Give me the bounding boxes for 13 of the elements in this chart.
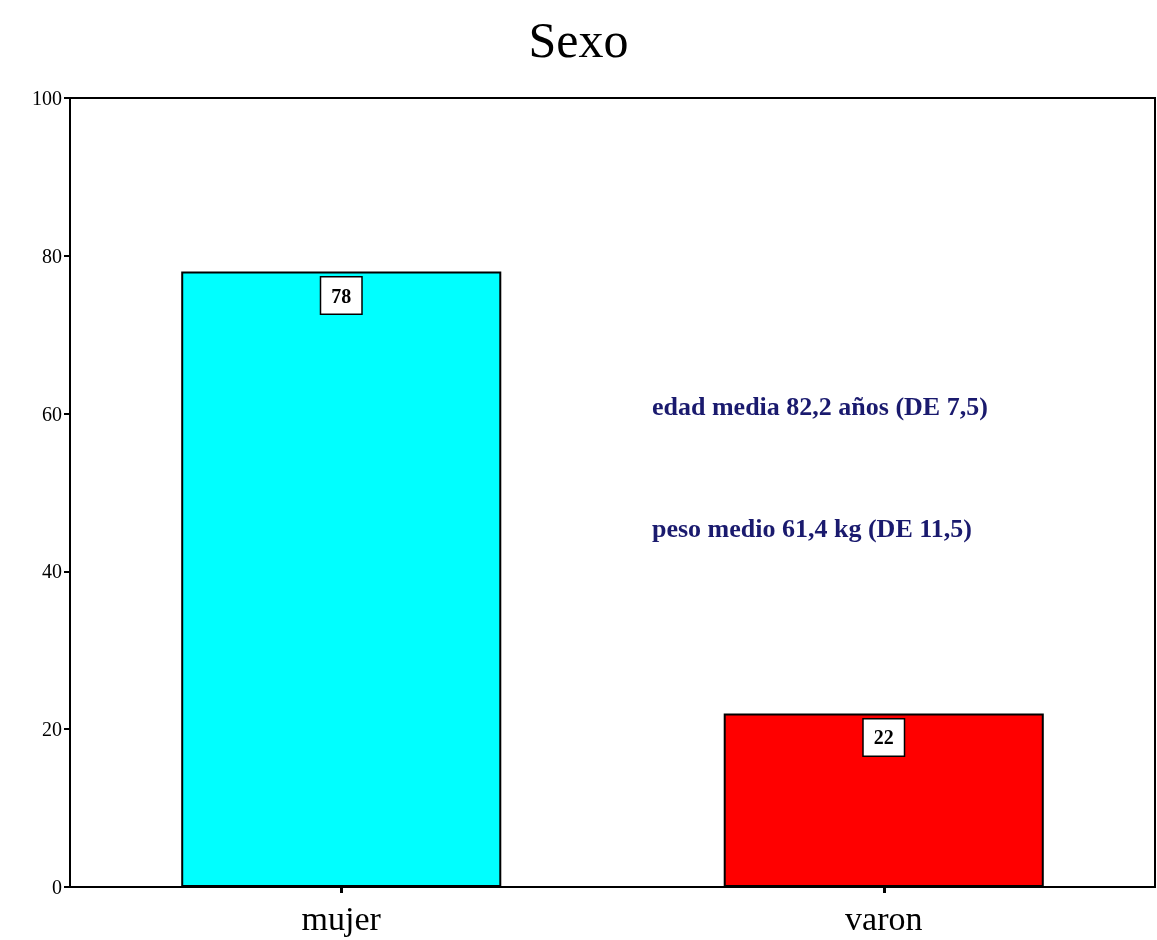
y-tick-label: 100 [32, 87, 62, 109]
annotation: edad media 82,2 años (DE 7,5) [652, 391, 988, 421]
annotation: peso medio 61,4 kg (DE 11,5) [652, 513, 972, 543]
data-label: 78 [331, 284, 352, 307]
y-tick-label: 40 [42, 560, 62, 583]
y-tick-label: 80 [42, 244, 62, 267]
y-tick-label: 60 [42, 402, 62, 425]
y-tick-label: 0 [52, 876, 62, 898]
data-label: 22 [873, 726, 894, 749]
x-tick-label: mujer [301, 899, 382, 937]
x-tick-label: varon [845, 899, 923, 937]
chart-title: Sexo [528, 12, 629, 68]
y-tick-label: 20 [42, 718, 62, 741]
